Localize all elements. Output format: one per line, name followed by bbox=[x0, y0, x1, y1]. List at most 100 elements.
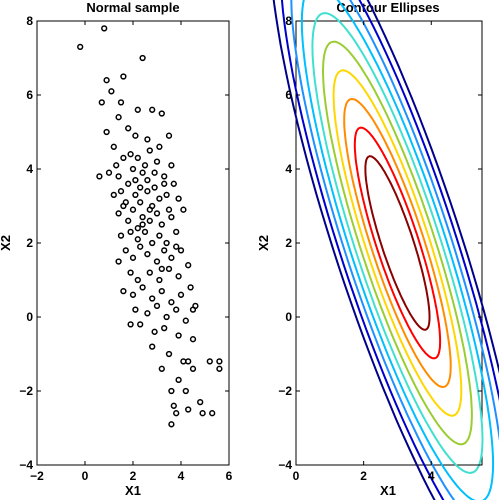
scatter-point bbox=[209, 410, 216, 417]
scatter-point bbox=[120, 154, 127, 162]
scatter-point bbox=[129, 291, 137, 298]
scatter-y-tick-label: 0 bbox=[26, 310, 33, 324]
scatter-point bbox=[127, 151, 134, 158]
scatter-point bbox=[156, 195, 163, 202]
scatter-point bbox=[146, 269, 153, 276]
scatter-point bbox=[156, 276, 163, 284]
scatter-point bbox=[175, 376, 182, 384]
scatter-point bbox=[168, 162, 175, 169]
contour-y-axis-label: X2 bbox=[256, 235, 271, 251]
scatter-point bbox=[153, 158, 161, 165]
scatter-point bbox=[125, 180, 132, 187]
scatter-x-tick-label: 6 bbox=[226, 469, 233, 483]
scatter-point bbox=[117, 188, 125, 195]
contour-x-tick-label: 0 bbox=[293, 469, 300, 483]
scatter-point bbox=[189, 336, 197, 343]
contour-ellipse bbox=[272, 0, 499, 500]
scatter-point bbox=[158, 221, 165, 228]
scatter-point bbox=[105, 169, 113, 176]
scatter-x-tick-label: −2 bbox=[30, 469, 44, 483]
scatter-point bbox=[158, 365, 165, 372]
scatter-x-tick-label: 0 bbox=[82, 469, 89, 483]
scatter-point bbox=[173, 306, 180, 313]
scatter-point bbox=[177, 291, 185, 298]
scatter-point bbox=[134, 236, 141, 243]
scatter-point bbox=[120, 287, 127, 295]
contour-ellipse bbox=[343, 97, 452, 389]
contour-x-axis-label: X1 bbox=[380, 483, 396, 498]
scatter-point bbox=[161, 324, 168, 332]
scatter-point bbox=[163, 239, 170, 247]
contour-ellipse bbox=[300, 0, 495, 500]
scatter-point bbox=[216, 358, 223, 365]
scatter-y-tick-label: 8 bbox=[26, 14, 33, 28]
contour-ellipse bbox=[332, 69, 463, 417]
scatter-point bbox=[185, 262, 192, 269]
scatter-point bbox=[134, 106, 141, 113]
contour-y-tick-label: 2 bbox=[285, 236, 292, 250]
scatter-point bbox=[115, 258, 122, 265]
scatter-point bbox=[110, 191, 117, 199]
scatter-point bbox=[165, 265, 173, 273]
scatter-x-tick-label: 2 bbox=[130, 469, 137, 483]
contour-ellipse bbox=[321, 40, 473, 446]
scatter-point bbox=[129, 254, 137, 261]
scatter-point bbox=[115, 173, 122, 180]
scatter-point bbox=[120, 73, 127, 80]
scatter-point bbox=[115, 210, 122, 217]
scatter-point bbox=[77, 43, 84, 51]
scatter-point bbox=[175, 273, 182, 280]
scatter-y-tick-label: −2 bbox=[19, 384, 33, 398]
scatter-y-tick-label: 4 bbox=[26, 162, 33, 176]
scatter-point bbox=[199, 410, 206, 417]
contour-ellipse bbox=[364, 155, 431, 331]
scatter-point bbox=[151, 169, 158, 176]
scatter-point bbox=[151, 184, 158, 191]
scatter-point bbox=[132, 306, 139, 313]
scatter-point bbox=[206, 358, 213, 365]
scatter-point bbox=[182, 387, 189, 395]
scatter-point bbox=[189, 365, 197, 372]
contour-ellipse bbox=[311, 12, 484, 474]
scatter-point bbox=[134, 154, 141, 162]
contour-y-tick-label: −4 bbox=[278, 458, 292, 472]
scatter-point bbox=[158, 110, 165, 117]
contour-ellipse bbox=[290, 0, 499, 500]
scatter-point bbox=[153, 258, 161, 265]
scatter-point bbox=[153, 302, 161, 310]
scatter-point bbox=[144, 176, 151, 184]
scatter-point bbox=[132, 176, 139, 184]
scatter-point bbox=[216, 365, 223, 372]
scatter-point bbox=[110, 143, 117, 150]
scatter-point bbox=[175, 332, 182, 339]
contour-ellipse bbox=[353, 126, 442, 360]
scatter-point bbox=[177, 247, 185, 254]
scatter-point bbox=[144, 188, 151, 195]
scatter-point bbox=[137, 243, 144, 250]
scatter-point bbox=[120, 202, 127, 210]
scatter-point bbox=[161, 180, 168, 187]
contour-ellipse bbox=[280, 0, 499, 500]
scatter-point bbox=[168, 213, 175, 221]
scatter-point bbox=[149, 239, 156, 247]
scatter-point bbox=[158, 287, 165, 295]
scatter-point bbox=[141, 228, 149, 236]
scatter-point bbox=[173, 410, 180, 417]
scatter-point bbox=[170, 180, 177, 187]
scatter-point bbox=[158, 265, 165, 273]
contour-y-tick-label: 0 bbox=[285, 310, 292, 324]
scatter-point bbox=[146, 217, 153, 224]
scatter-point bbox=[165, 132, 173, 139]
scatter-point bbox=[168, 387, 175, 395]
contour-y-tick-label: 6 bbox=[285, 88, 292, 102]
scatter-point bbox=[115, 114, 122, 121]
scatter-point bbox=[197, 398, 204, 406]
scatter-point bbox=[156, 232, 163, 239]
scatter-point bbox=[165, 350, 173, 358]
scatter-point bbox=[117, 99, 125, 106]
contour-x-ticks: 0 2 4 bbox=[293, 21, 435, 483]
scatter-point bbox=[141, 162, 149, 169]
scatter-point bbox=[129, 206, 137, 213]
scatter-points bbox=[77, 25, 223, 428]
